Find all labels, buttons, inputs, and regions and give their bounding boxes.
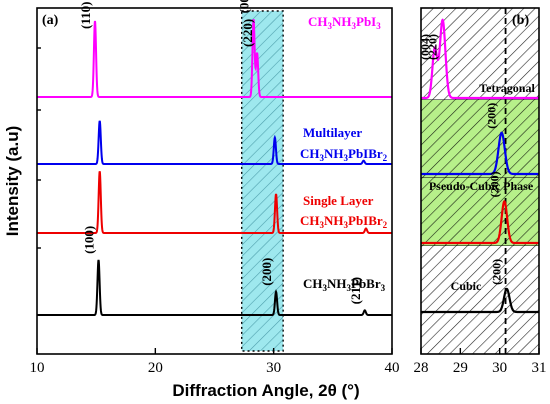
x-tick-label-b: 30 <box>492 360 507 376</box>
phase-label-0: Tetragonal <box>479 81 535 95</box>
series-name-3: CH3NH3PbBr3 <box>303 276 386 293</box>
peak-label-3-0: (100) <box>82 226 97 254</box>
panel-b-bands: (004)(220)Tetragonal(200)Pseudo-Cubic Ph… <box>418 8 539 355</box>
band-series-0 <box>421 18 539 100</box>
panel-a: (110) (004) (220) CH3NH3PbI3 Multilayer CH3NH… <box>30 0 400 376</box>
band-series-1 <box>421 131 539 176</box>
band-peak-label-2-0: (200) <box>487 171 501 197</box>
series-line-2 <box>37 171 392 234</box>
x-tick-label-a: 20 <box>148 360 163 376</box>
series-prefix-1: Multilayer <box>303 125 362 140</box>
x-axis-label: Diffraction Angle, 2θ (°) <box>172 381 359 400</box>
series-name-0: CH3NH3PbI3 <box>308 14 381 31</box>
series-line-0 <box>37 19 392 98</box>
panel-b-label: (b) <box>512 13 529 28</box>
series-line-3 <box>37 259 392 316</box>
panel-a-x-ticks: 10 20 30 40 <box>30 47 400 376</box>
band-peak-label-1-0: (200) <box>485 103 499 129</box>
series-name-2: CH3NH3PbIBr2 <box>300 213 388 230</box>
panel-b-frame <box>420 7 540 355</box>
y-axis-label: Intensity (a.u) <box>3 126 22 237</box>
peak-label-0-1: (004) <box>237 0 252 13</box>
peak-label-3-2: (211) <box>348 277 363 304</box>
x-tick-label-a: 40 <box>385 360 400 376</box>
band-hatch-2 <box>421 178 539 246</box>
band-hatch-1 <box>421 100 539 178</box>
band-series-2 <box>421 200 539 245</box>
band-peak-label-3-0: (200) <box>490 259 504 285</box>
x-tick-label-a: 10 <box>30 360 45 376</box>
panel-a-series: (110) (004) (220) CH3NH3PbI3 Multilayer CH3NH… <box>37 0 392 316</box>
band-hatch-3 <box>421 246 539 354</box>
x-tick-label-a: 30 <box>266 360 281 376</box>
x-tick-label-b: 31 <box>532 360 547 376</box>
peak-label-0-2: (220) <box>240 19 255 47</box>
x-tick-label-b: 29 <box>453 360 468 376</box>
phase-label-3: Cubic <box>451 279 482 293</box>
band-series-3 <box>421 287 539 314</box>
band-peak-label-0-1: (220) <box>426 34 440 60</box>
x-tick-label-b: 28 <box>414 360 429 376</box>
panel-b: (004)(220)Tetragonal(200)Pseudo-Cubic Ph… <box>414 7 547 376</box>
series-line-1 <box>37 120 392 165</box>
panel-a-frame <box>36 7 393 355</box>
peak-label-0-0: (110) <box>78 2 93 29</box>
series-prefix-2: Single Layer <box>303 193 374 208</box>
peak-label-3-1: (200) <box>259 258 274 286</box>
phase-label-1: Pseudo-Cubic Phase <box>429 179 534 193</box>
panel-a-label: (a) <box>42 13 59 28</box>
series-name-1: CH3NH3PbIBr2 <box>300 146 388 163</box>
panel-b-x-ticks: 28 29 30 31 <box>414 348 547 376</box>
